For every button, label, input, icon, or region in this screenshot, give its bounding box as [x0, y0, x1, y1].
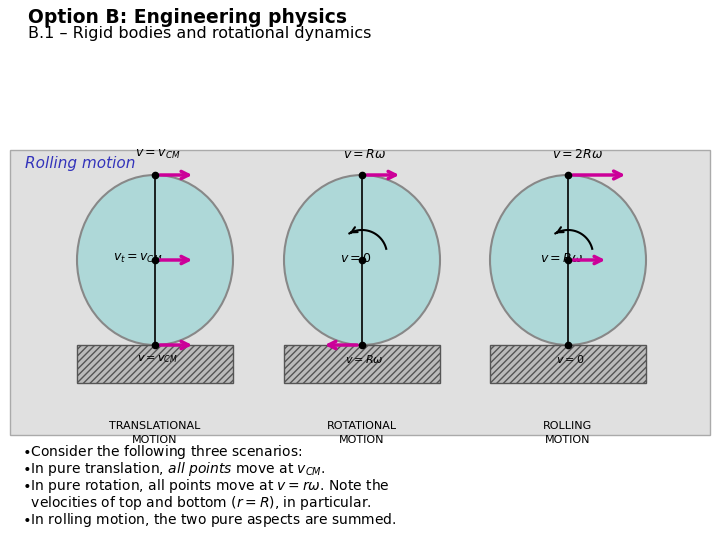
Text: $\bullet$In rolling motion, the two pure aspects are summed.: $\bullet$In rolling motion, the two pure…	[22, 511, 397, 529]
Text: MOTION: MOTION	[339, 435, 384, 445]
Text: $\bullet$Consider the following three scenarios:: $\bullet$Consider the following three sc…	[22, 443, 302, 461]
Text: Option B: Engineering physics: Option B: Engineering physics	[28, 8, 347, 27]
Text: TRANSLATIONAL: TRANSLATIONAL	[109, 421, 201, 431]
Text: $v = R\omega$: $v = R\omega$	[345, 353, 383, 365]
Text: $\bullet$In pure translation, $\mathit{all\ points}$ move at $v_{CM}$.: $\bullet$In pure translation, $\mathit{a…	[22, 460, 325, 478]
Text: velocities of top and bottom $(r = R)$, in particular.: velocities of top and bottom $(r = R)$, …	[22, 494, 372, 512]
Bar	[284, 345, 440, 383]
Text: $v = R\omega$: $v = R\omega$	[343, 148, 387, 161]
Bar	[77, 345, 233, 383]
Text: $\bullet$In pure rotation, all points move at $v = r\omega$. Note the: $\bullet$In pure rotation, all points mo…	[22, 477, 390, 495]
Text: MOTION: MOTION	[132, 435, 178, 445]
Text: B.1 – Rigid bodies and rotational dynamics: B.1 – Rigid bodies and rotational dynami…	[28, 26, 372, 41]
Ellipse shape	[284, 175, 440, 345]
Text: $v = v_{CM}$: $v = v_{CM}$	[135, 148, 181, 161]
Text: $v = 2R\omega$: $v = 2R\omega$	[552, 148, 603, 161]
Text: $v = v_{CM}$: $v = v_{CM}$	[137, 353, 177, 365]
Text: $v_t = v_{CM}$: $v_t = v_{CM}$	[113, 252, 162, 265]
Ellipse shape	[490, 175, 646, 345]
Text: $v = 0$: $v = 0$	[340, 252, 372, 265]
Bar	[10, 150, 710, 435]
Text: ROTATIONAL: ROTATIONAL	[327, 421, 397, 431]
Text: ROLLING: ROLLING	[544, 421, 593, 431]
Text: $v = R\omega$: $v = R\omega$	[540, 252, 583, 265]
Text: MOTION: MOTION	[545, 435, 590, 445]
Text: Rolling motion: Rolling motion	[25, 156, 135, 171]
Ellipse shape	[77, 175, 233, 345]
Text: $v = 0$: $v = 0$	[556, 353, 584, 365]
Bar	[490, 345, 646, 383]
